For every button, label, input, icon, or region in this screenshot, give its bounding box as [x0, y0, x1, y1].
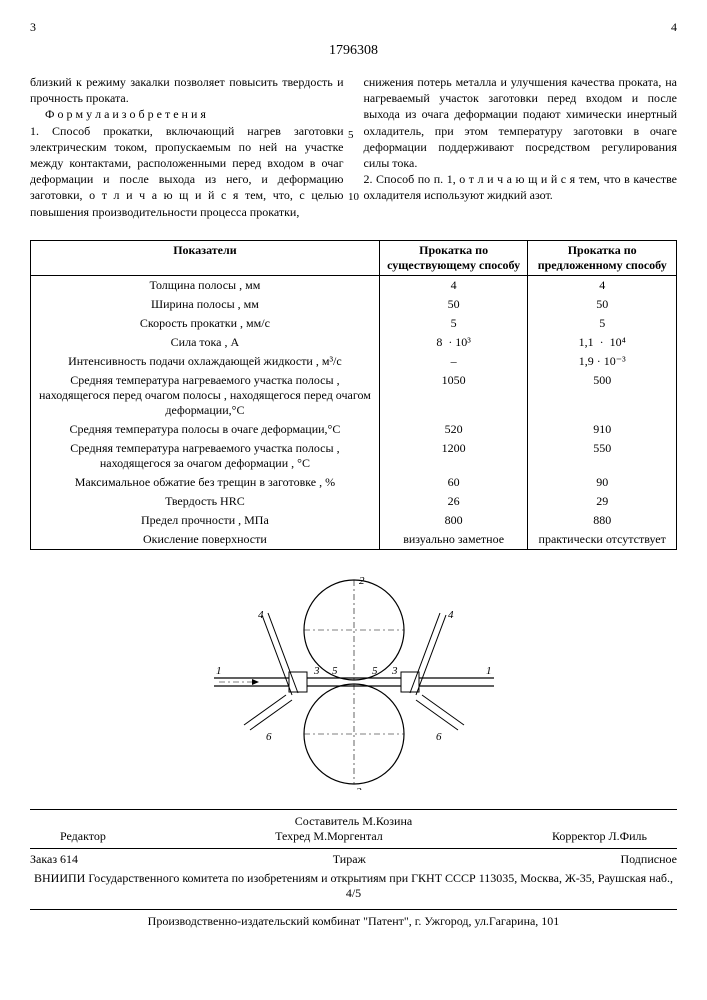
table-row-val1: 1050 — [379, 371, 528, 420]
table-row-label: Сила тока , А — [31, 333, 380, 352]
table-row-val2: 29 — [528, 492, 677, 511]
svg-text:3: 3 — [391, 665, 398, 677]
table-row-val1: 4 — [379, 275, 528, 295]
table-row-val1: – — [379, 352, 528, 371]
svg-text:1: 1 — [486, 665, 492, 677]
editor: Редактор — [60, 829, 106, 844]
table-row-val2: 500 — [528, 371, 677, 420]
table-row-val2: 880 — [528, 511, 677, 530]
line-5: 5 — [348, 129, 359, 141]
table-row-label: Максимальное обжатие без трещин в загото… — [31, 473, 380, 492]
svg-text:5: 5 — [372, 665, 378, 677]
table-row-val2: 5 — [528, 314, 677, 333]
page-right: 4 — [671, 20, 677, 35]
table-row-val1: 800 — [379, 511, 528, 530]
line-10: 10 — [348, 191, 359, 203]
credits: Составитель М.Козина Редактор Техред М.М… — [30, 809, 677, 844]
table-row-label: Ширина полосы , мм — [31, 295, 380, 314]
doc-number: 1796308 — [30, 43, 677, 59]
compiler: Составитель М.Козина — [30, 814, 677, 829]
table-row-val1: 520 — [379, 420, 528, 439]
table-row-val1: 1200 — [379, 439, 528, 473]
svg-text:2: 2 — [359, 575, 365, 587]
table-row-val2: 1,9 · 10⁻³ — [528, 352, 677, 371]
th-1: Прокатка по существующему способу — [379, 240, 528, 275]
rolling-diagram: 2 2 4 4 1 1 3 3 5 5 6 6 — [30, 570, 677, 794]
right-p1: снижения потерь металла и улучшения каче… — [364, 75, 678, 170]
table-row-label: Средняя температура нагреваемого участка… — [31, 371, 380, 420]
techred: Техред М.Моргентал — [275, 829, 383, 844]
table-row-val1: 26 — [379, 492, 528, 511]
table-row-val1: 60 — [379, 473, 528, 492]
th-0: Показатели — [31, 240, 380, 275]
svg-text:4: 4 — [448, 609, 454, 621]
left-p1: близкий к режиму закалки позволяет повыс… — [30, 75, 344, 105]
table-row-label: Интенсивность подачи охлаждающей жидкост… — [31, 352, 380, 371]
table-row-val1: 5 — [379, 314, 528, 333]
corrector: Корректор Л.Филь — [552, 829, 647, 844]
table-row-val2: 4 — [528, 275, 677, 295]
svg-text:1: 1 — [216, 665, 222, 677]
tirazh: Тираж — [333, 852, 366, 867]
svg-text:6: 6 — [436, 731, 442, 743]
table-row-val2: 550 — [528, 439, 677, 473]
table-row-val2: практически отсутствует — [528, 530, 677, 550]
svg-text:6: 6 — [266, 731, 272, 743]
table-row-val2: 1,1 · 10⁴ — [528, 333, 677, 352]
page-left: 3 — [30, 20, 36, 35]
footer-patent: Производственно-издательский комбинат "П… — [30, 909, 677, 929]
table-row-val1: 8 · 10³ — [379, 333, 528, 352]
svg-text:5: 5 — [332, 665, 338, 677]
svg-text:4: 4 — [258, 609, 264, 621]
table-row-label: Окисление поверхности — [31, 530, 380, 550]
column-left: близкий к режиму закалки позволяет повыс… — [30, 74, 344, 220]
zakaz: Заказ 614 — [30, 852, 78, 867]
svg-text:2: 2 — [356, 786, 362, 790]
podpis: Подписное — [620, 852, 677, 867]
table-row-val1: визуально заметное — [379, 530, 528, 550]
column-right: снижения потерь металла и улучшения каче… — [364, 74, 678, 220]
right-p2: 2. Способ по п. 1, о т л и ч а ю щ и й с… — [364, 172, 678, 202]
footer-vniipi: ВНИИПИ Государственного комитета по изоб… — [30, 867, 677, 905]
line-numbers: 5 10 — [348, 74, 359, 203]
results-table: Показатели Прокатка по существующему спо… — [30, 240, 677, 550]
formula-title: Ф о р м у л а и з о б р е т е н и я — [30, 107, 206, 121]
table-row-val2: 50 — [528, 295, 677, 314]
table-row-val2: 910 — [528, 420, 677, 439]
text-columns: 5 10 близкий к режиму закалки позволяет … — [30, 74, 677, 220]
table-row-label: Средняя температура нагреваемого участка… — [31, 439, 380, 473]
table-row-label: Твердость HRC — [31, 492, 380, 511]
left-p2: 1. Способ прокатки, включающий нагрев за… — [30, 124, 344, 219]
table-row-label: Предел прочности , МПа — [31, 511, 380, 530]
th-2: Прокатка по предложенному способу — [528, 240, 677, 275]
table-row-label: Скорость прокатки , мм/с — [31, 314, 380, 333]
table-row-val2: 90 — [528, 473, 677, 492]
svg-text:3: 3 — [313, 665, 320, 677]
table-row-label: Толщина полосы , мм — [31, 275, 380, 295]
table-row-label: Средняя температура полосы в очаге дефор… — [31, 420, 380, 439]
order-line: Заказ 614 Тираж Подписное — [30, 848, 677, 867]
table-row-val1: 50 — [379, 295, 528, 314]
